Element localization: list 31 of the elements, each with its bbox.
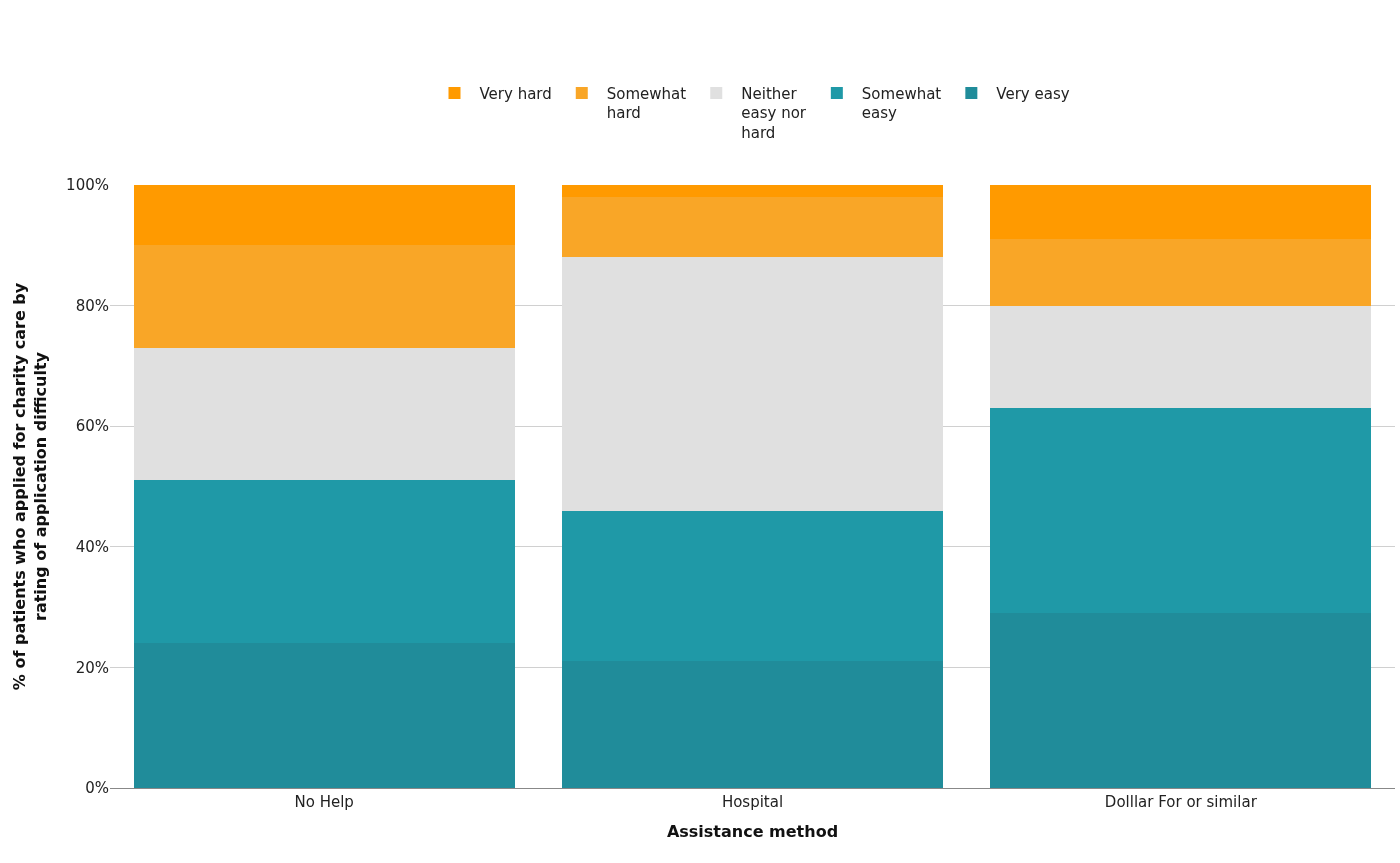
bar: [561, 257, 944, 511]
y-tick-label: 60%: [75, 417, 109, 436]
y-tick-label: 0%: [85, 779, 109, 798]
bar: [990, 305, 1372, 409]
bar: [990, 185, 1372, 240]
bar: [561, 185, 944, 198]
bar: [133, 347, 515, 481]
bar: [990, 408, 1372, 614]
x-tick-label: No Help: [294, 793, 354, 811]
legend-label: Very hard: [479, 84, 552, 103]
bar: [561, 510, 944, 662]
bar: [990, 613, 1372, 788]
x-tick-label: Hospital: [721, 793, 784, 811]
bar: [133, 185, 515, 246]
y-tick-label: 100%: [66, 176, 109, 195]
legend-label: Somewhat easy: [861, 84, 942, 123]
bar: [561, 661, 944, 788]
x-axis-title: Assistance method: [666, 821, 839, 841]
y-tick-label: 80%: [75, 296, 109, 315]
x-tick-label: Dolllar For or similar: [1104, 793, 1258, 811]
y-tick-label: 40%: [75, 538, 109, 557]
y-tick-label: 20%: [75, 658, 109, 677]
bar: [133, 643, 515, 788]
y-axis-title: % of patients who applied for charity care by rating of application difficulty: [10, 282, 51, 691]
bar: [133, 480, 515, 644]
legend-label: Neither easy nor hard: [741, 84, 807, 142]
legend-label: Somewhat hard: [606, 84, 687, 123]
bar: [561, 197, 944, 258]
legend-label: Very easy: [996, 84, 1070, 103]
bar: [133, 245, 515, 348]
bar: [990, 239, 1372, 306]
